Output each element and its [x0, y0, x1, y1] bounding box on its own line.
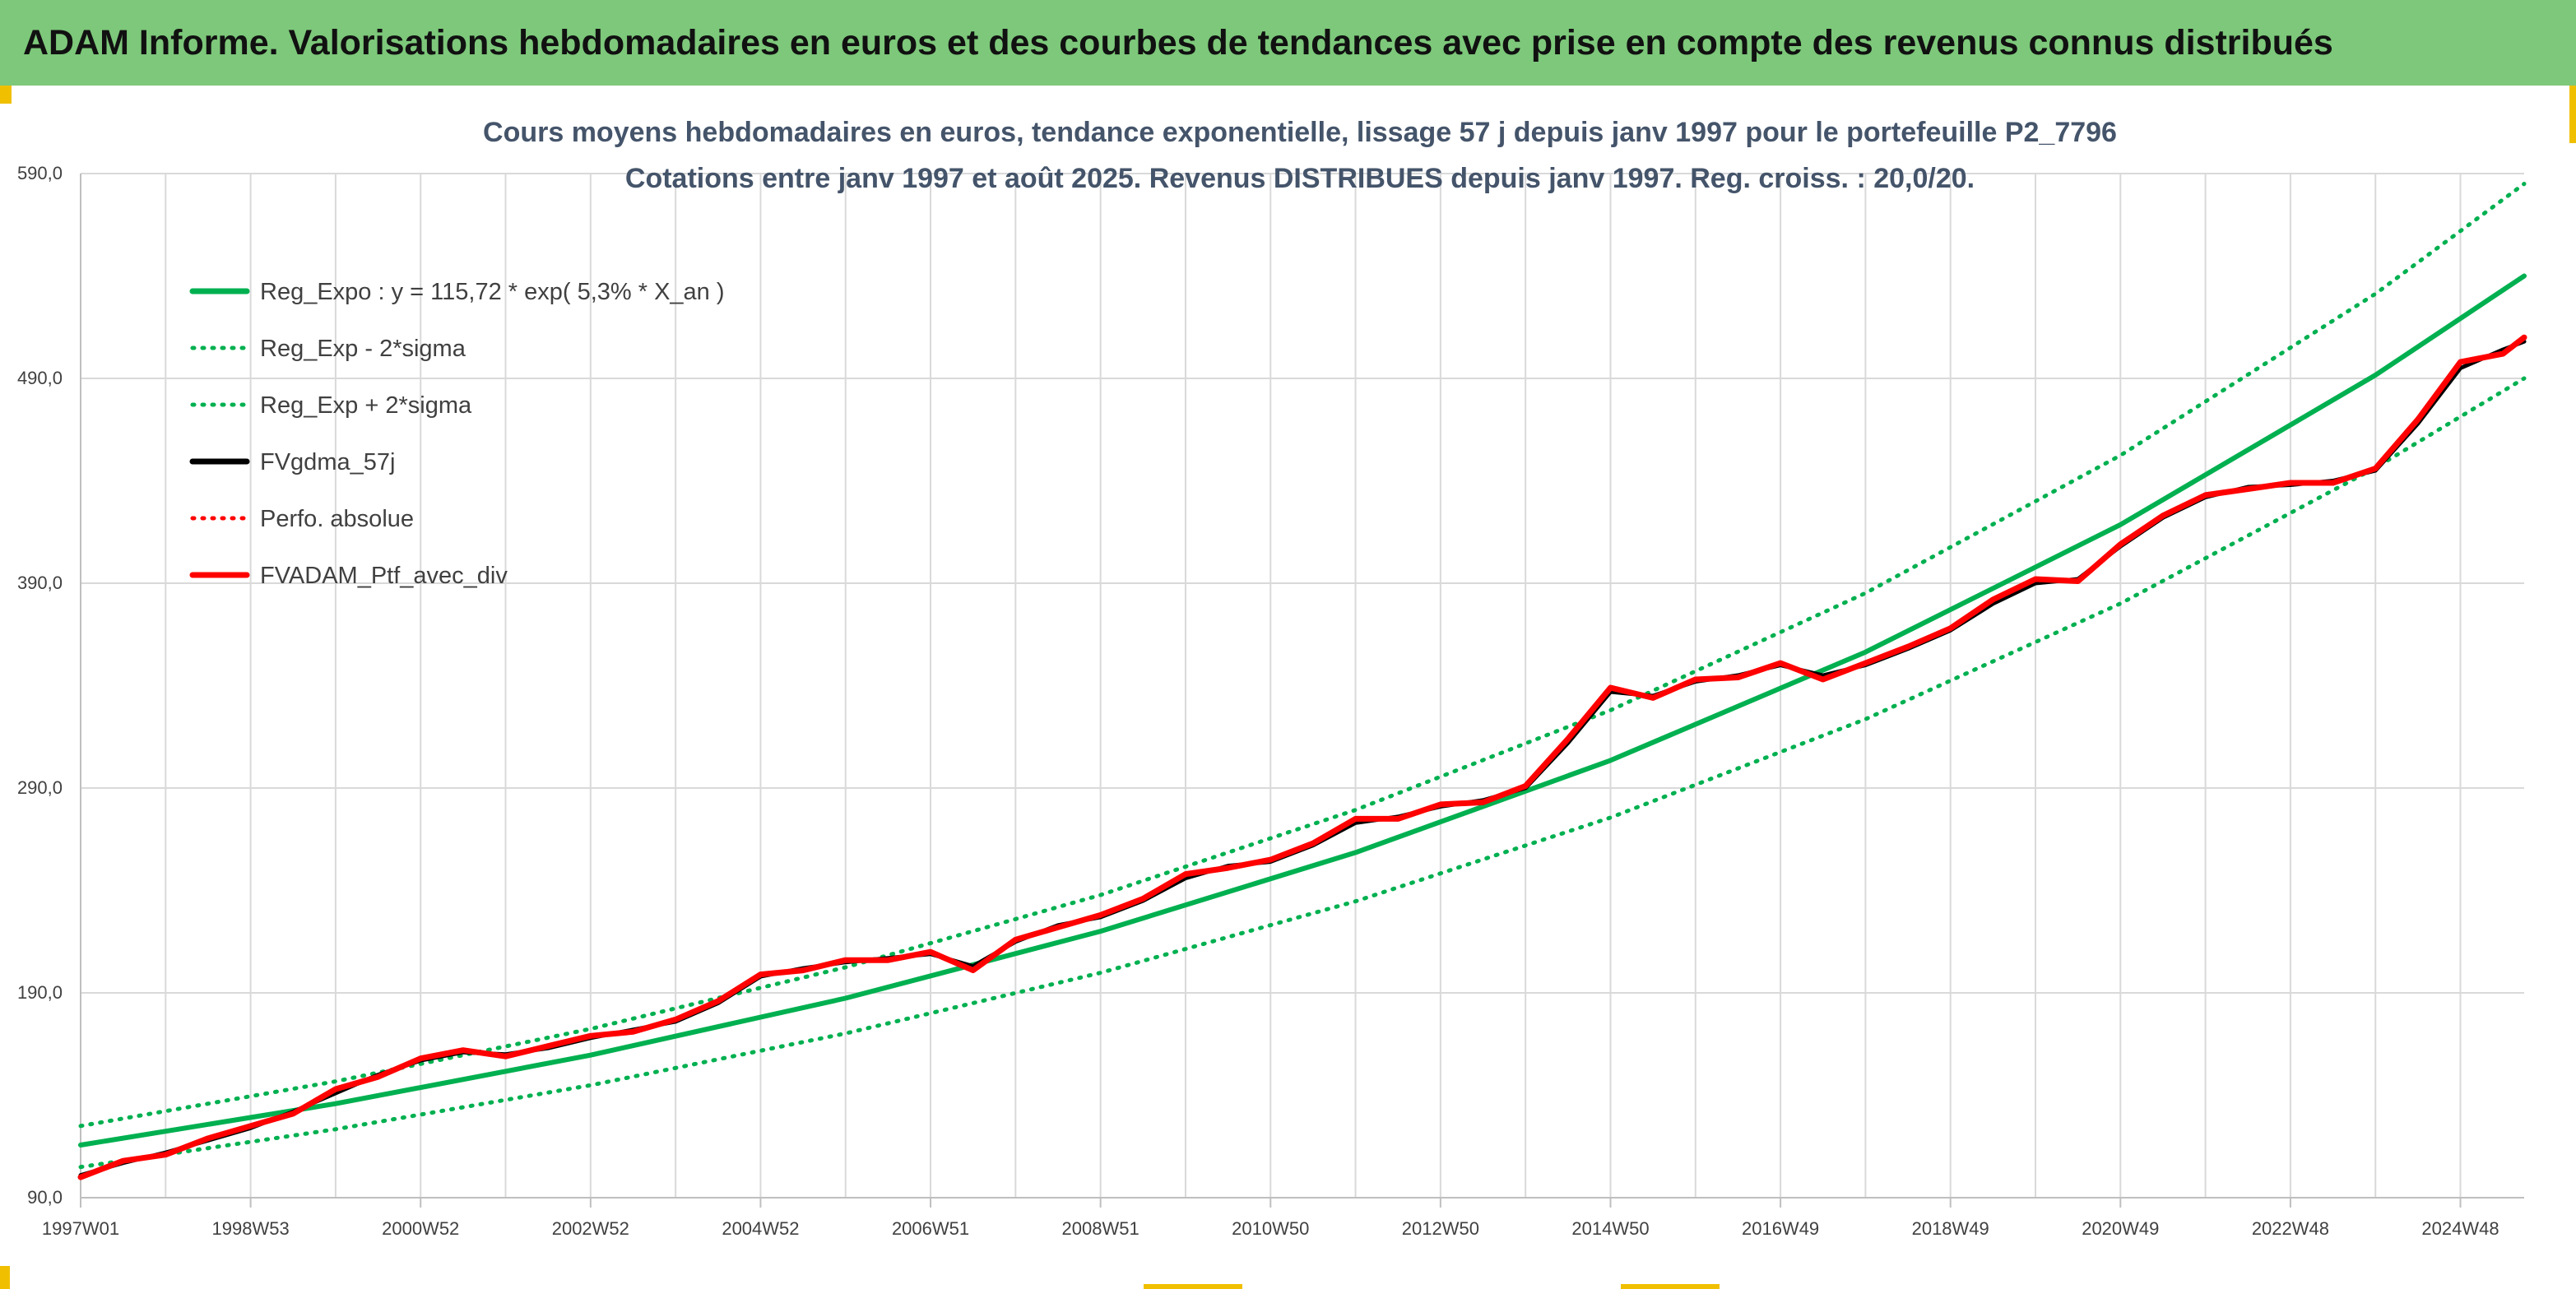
series-line-2: [78, 182, 2527, 1129]
series-line-1: [78, 376, 2527, 1170]
y-tick-label: 390,0: [17, 573, 63, 593]
x-tick-label: 2014W50: [1571, 1218, 1649, 1239]
edge-accent: [1144, 1284, 1242, 1289]
chart-title: Cours moyens hebdomadaires en euros, ten…: [483, 117, 2117, 148]
legend-label: Perfo. absolue: [260, 506, 414, 532]
x-tick-label: 2018W49: [1912, 1218, 1989, 1239]
x-tick-label: 2012W50: [1402, 1218, 1479, 1239]
x-tick-label: 2020W49: [2082, 1218, 2159, 1239]
y-tick-label: 490,0: [17, 368, 63, 388]
x-tick-label: 2008W51: [1062, 1218, 1139, 1239]
edge-accent: [1621, 1284, 1720, 1289]
series-line-4: [78, 335, 2527, 1180]
corner-accent: [0, 1266, 10, 1289]
y-tick-label: 590,0: [17, 163, 63, 183]
page-banner-title: ADAM Informe. Valorisations hebdomadaire…: [0, 0, 2576, 86]
legend-label: FVgdma_57j: [260, 449, 395, 475]
legend: Reg_Expo : y = 115,72 * exp( 5,3% * X_an…: [189, 279, 725, 589]
legend-label: FVADAM_Ptf_avec_div: [260, 563, 508, 589]
x-tick-label: 1997W01: [42, 1218, 119, 1239]
chart-svg: 90,0 190,0 290,0 390,0 490,0 590,0 1997W01 1998…: [17, 117, 2527, 1239]
x-tick-label: 2000W52: [382, 1218, 459, 1239]
x-tick-label: 2016W49: [1742, 1218, 1819, 1239]
y-tick-label: 190,0: [17, 982, 63, 1003]
legend-label: Reg_Exp + 2*sigma: [260, 392, 472, 419]
grid-layer: [81, 173, 2524, 1199]
chart-panel: 90,0 190,0 290,0 390,0 490,0 590,0 1997W01 1998…: [0, 86, 2576, 1289]
x-tick-label: 2022W48: [2252, 1218, 2329, 1239]
x-tick-label: 2024W48: [2421, 1218, 2499, 1239]
corner-accent: [2569, 86, 2576, 143]
x-tick-label: 2002W52: [552, 1218, 629, 1239]
y-tick-label: 90,0: [27, 1187, 63, 1208]
series-line-3: [78, 339, 2527, 1178]
series-line-0: [78, 273, 2527, 1148]
legend-label: Reg_Exp - 2*sigma: [260, 336, 466, 362]
series-line-5: [77, 334, 2527, 1180]
x-tick-label: 2006W51: [892, 1218, 969, 1239]
legend-label: Reg_Expo : y = 115,72 * exp( 5,3% * X_an…: [260, 279, 725, 305]
corner-accent: [0, 86, 12, 104]
y-tick-label: 290,0: [17, 777, 63, 798]
x-tick-label: 1998W53: [212, 1218, 290, 1239]
axis-layer: 90,0 190,0 290,0 390,0 490,0 590,0 1997W01 1998…: [17, 163, 2524, 1239]
series-layer: [77, 182, 2527, 1180]
x-tick-label: 2004W52: [722, 1218, 799, 1239]
chart-subtitle: Cotations entre janv 1997 et août 2025. …: [625, 163, 1975, 194]
x-tick-label: 2010W50: [1232, 1218, 1309, 1239]
